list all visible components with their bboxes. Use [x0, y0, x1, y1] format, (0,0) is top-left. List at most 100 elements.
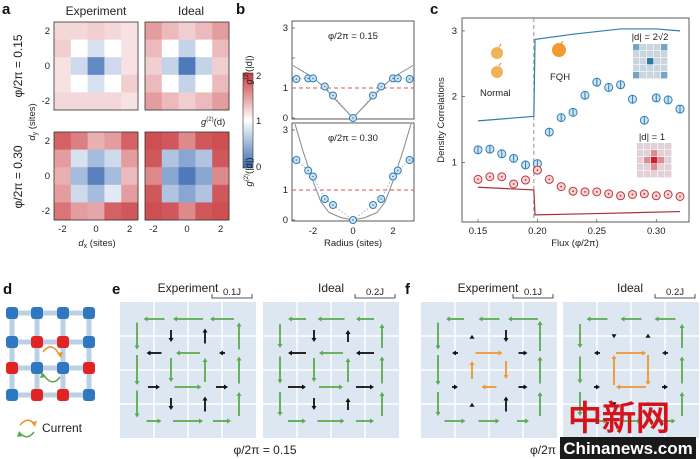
heatmap-cell [212, 57, 230, 76]
current-arrow-head [603, 418, 608, 424]
inset-label: |d| = 1 [639, 132, 665, 143]
current-arrow-head [616, 384, 620, 390]
heatmap-cell [145, 132, 163, 150]
data-point-center [655, 194, 658, 197]
current-arrow-head [157, 418, 162, 424]
theory-curve [292, 65, 414, 119]
data-guide-line [296, 78, 410, 119]
data-point-center [352, 117, 354, 119]
inset-cell [658, 150, 665, 157]
heatmap-col-title-ideal: Ideal [178, 4, 204, 18]
density-y-tick: 3 [452, 26, 457, 37]
current-arrow-head [317, 316, 322, 322]
heatmap-cell [145, 202, 163, 221]
heatmap-cell [87, 167, 105, 186]
current-arrow-head [452, 350, 456, 356]
heatmap-cell [212, 149, 230, 168]
current-arrow-head [168, 338, 174, 342]
particle-icon [491, 66, 503, 78]
current-arrow-head [481, 384, 486, 390]
heatmap-cell [161, 39, 179, 58]
heatmap-cell [104, 74, 122, 93]
heatmap-cell [104, 22, 122, 40]
current-arrow-head [134, 381, 140, 385]
current-arrow-head [356, 350, 360, 356]
heatmap-cell [54, 39, 72, 58]
current-arrow-head [435, 381, 441, 385]
current-arrow-head [345, 330, 351, 334]
current-arrow-head [236, 392, 242, 396]
current-arrow-head [176, 350, 180, 356]
current-arrow-head [503, 375, 509, 379]
heatmap-cell [70, 202, 88, 221]
heatmap-cell [145, 39, 163, 58]
current-arrow-head [302, 418, 306, 424]
heatmap-cell [104, 149, 122, 168]
heatmap-cell [104, 39, 122, 58]
current-arrow-head [134, 413, 140, 418]
heatmap-cell [178, 167, 196, 186]
data-point-center [397, 169, 399, 172]
current-arrow-head [311, 378, 317, 382]
data-point-center [295, 78, 298, 80]
current-arrow-head [503, 396, 509, 401]
density-x-tick: 0.20 [528, 226, 547, 237]
inset-cell [665, 171, 672, 178]
heatmap-x-tick: 0 [184, 224, 189, 235]
heatmap-cell [195, 39, 213, 58]
inset-cell [647, 58, 654, 65]
inset-cell [633, 72, 640, 79]
heatmap-cell [54, 149, 72, 168]
current-arrow-head [537, 392, 543, 396]
lattice-site [31, 389, 43, 401]
current-arrow-head [146, 350, 151, 356]
current-arrow-head [277, 379, 283, 384]
current-arrow-head [537, 321, 543, 325]
theory-line-blue [477, 28, 681, 122]
current-arrow-head [577, 412, 583, 416]
inset-cell [637, 143, 644, 150]
current-arrow-head [461, 418, 466, 424]
heatmap-cell [161, 22, 179, 40]
inset-cell [658, 143, 665, 150]
heatmap-y-tick: 2 [45, 136, 50, 147]
inset-cell [637, 171, 644, 178]
current-arrow-head [469, 402, 475, 407]
inset-cell [640, 51, 647, 58]
heatmap-cell [161, 92, 179, 111]
current-arrow-head [210, 316, 214, 322]
heatmap-cell [70, 39, 88, 58]
current-arrow-head [219, 350, 223, 356]
current-arrow-head [577, 344, 583, 348]
inset-cell [640, 72, 647, 79]
current-arrow-head [197, 384, 202, 390]
colorbar [242, 72, 254, 169]
heatmap-cell [195, 92, 213, 111]
data-point-center [295, 159, 298, 161]
current-arrow-head [227, 418, 231, 424]
data-point-center [408, 159, 411, 161]
heatmap-cell [104, 132, 122, 150]
current-arrow-head [620, 316, 625, 322]
current-arrow-head [498, 350, 503, 356]
heatmap-cell [70, 184, 88, 203]
data-point-center [392, 77, 394, 80]
inset-cell [661, 58, 668, 65]
current-arrow-head [199, 418, 203, 424]
heatmap-cell [87, 57, 105, 76]
data-point-center [312, 77, 314, 80]
heatmap-col-title-experiment: Experiment [66, 4, 127, 18]
current-arrow-head [339, 384, 343, 390]
arrowhead [40, 372, 46, 378]
particle-icon-tail [560, 40, 564, 45]
lattice-site [83, 389, 95, 401]
inset-cell [665, 150, 672, 157]
current-arrow-head [596, 384, 600, 390]
heatmap-cell [121, 92, 139, 111]
lattice-site [83, 336, 95, 348]
data-point-center [408, 78, 411, 80]
scale-bar [354, 294, 396, 299]
heatmap-cell [195, 57, 213, 76]
data-point-center [500, 175, 503, 178]
inset-cell [644, 143, 651, 150]
